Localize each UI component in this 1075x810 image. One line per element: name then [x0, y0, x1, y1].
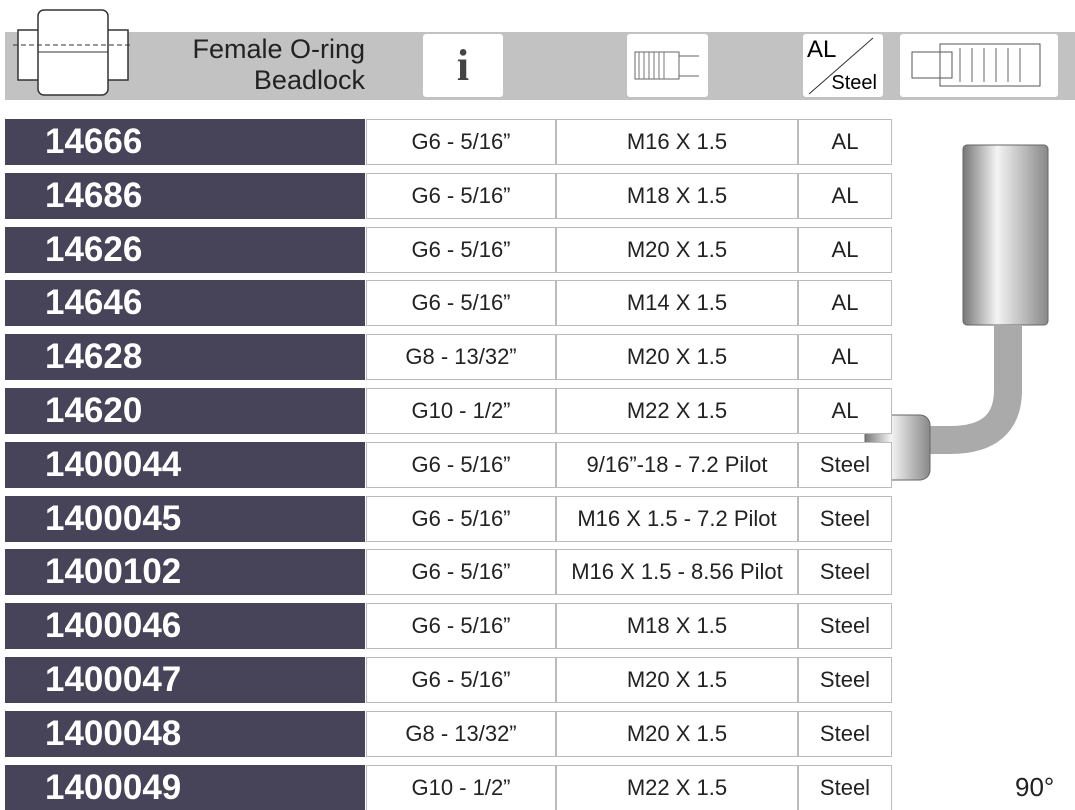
hose-size: G6 - 5/16” — [366, 119, 556, 165]
material: AL — [798, 172, 892, 219]
thread-size: M20 X 1.5 — [556, 710, 798, 757]
material: Steel — [798, 549, 892, 596]
angle-label: 90° — [1015, 772, 1055, 802]
hose-size: G6 - 5/16” — [366, 495, 556, 542]
hose-size: G6 - 5/16” — [366, 603, 556, 650]
material: Steel — [798, 603, 892, 650]
part-number: 1400049 — [5, 764, 365, 810]
hose-size: G6 - 5/16” — [366, 280, 556, 327]
material: AL — [798, 280, 892, 327]
thread-size: M16 X 1.5 — [556, 119, 798, 165]
page-title: Female O-ring Beadlock — [192, 34, 365, 95]
header-band — [5, 32, 1075, 100]
material: Steel — [798, 441, 892, 488]
hose-size: G6 - 5/16” — [366, 657, 556, 703]
thread-size: M20 X 1.5 — [556, 657, 798, 703]
hose-fitting-icon — [900, 34, 1058, 97]
thread-size: M22 X 1.5 — [556, 764, 798, 810]
material: Steel — [798, 764, 892, 810]
hose-size: G6 - 5/16” — [366, 226, 556, 273]
thread-size: M22 X 1.5 — [556, 388, 798, 434]
material: AL — [798, 334, 892, 381]
material: AL — [798, 119, 892, 165]
material-icon: AL Steel — [803, 34, 883, 97]
material: Steel — [798, 495, 892, 542]
hose-size: G6 - 5/16” — [366, 172, 556, 219]
part-number: 1400046 — [5, 603, 365, 650]
hose-size: G8 - 13/32” — [366, 334, 556, 381]
part-number: 14626 — [5, 226, 365, 273]
hose-size: G10 - 1/2” — [366, 764, 556, 810]
part-number: 14646 — [5, 280, 365, 327]
thread-size: M18 X 1.5 — [556, 172, 798, 219]
hose-size: G6 - 5/16” — [366, 549, 556, 596]
hose-size: G8 - 13/32” — [366, 710, 556, 757]
part-number: 1400048 — [5, 710, 365, 757]
info-icon: i — [423, 34, 503, 97]
thread-size: M16 X 1.5 - 8.56 Pilot — [556, 549, 798, 596]
part-number: 1400047 — [5, 657, 365, 703]
part-number: 1400044 — [5, 441, 365, 488]
part-number: 14620 — [5, 388, 365, 434]
hose-size: G6 - 5/16” — [366, 441, 556, 488]
thread-icon — [627, 34, 708, 97]
part-number: 1400045 — [5, 495, 365, 542]
thread-size: M18 X 1.5 — [556, 603, 798, 650]
elbow-fitting-image — [864, 144, 1049, 481]
thread-size: M16 X 1.5 - 7.2 Pilot — [556, 495, 798, 542]
material: AL — [798, 226, 892, 273]
part-number: 14628 — [5, 334, 365, 381]
hose-size: G10 - 1/2” — [366, 388, 556, 434]
part-number: 14686 — [5, 172, 365, 219]
thread-size: 9/16”-18 - 7.2 Pilot — [556, 441, 798, 488]
thread-size: M14 X 1.5 — [556, 280, 798, 327]
material: Steel — [798, 710, 892, 757]
thread-size: M20 X 1.5 — [556, 334, 798, 381]
material: Steel — [798, 657, 892, 703]
thread-size: M20 X 1.5 — [556, 226, 798, 273]
part-number: 1400102 — [5, 549, 365, 596]
material: AL — [798, 388, 892, 434]
fitting-icon — [13, 9, 133, 96]
part-number: 14666 — [5, 119, 365, 165]
